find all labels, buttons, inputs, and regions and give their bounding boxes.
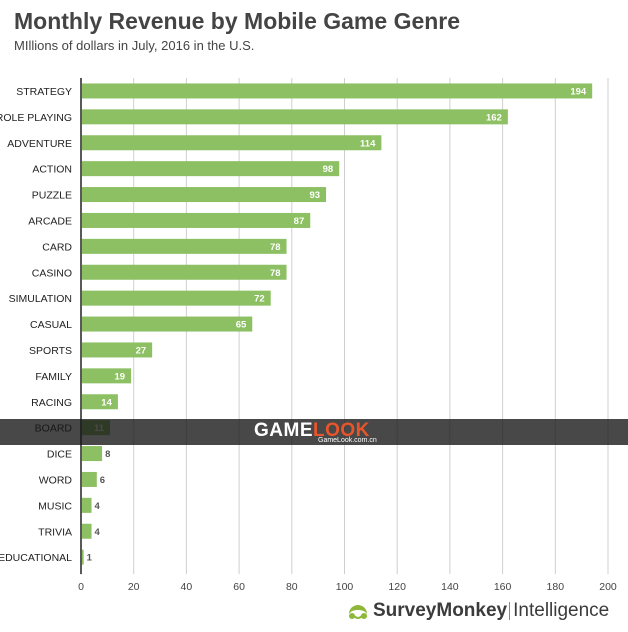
category-label: RACING [31, 397, 72, 409]
category-label: WORD [39, 474, 73, 486]
footer-product-name: Intelligence [513, 600, 610, 621]
bar-dice [82, 446, 103, 462]
value-label: 78 [270, 242, 281, 253]
value-label: 78 [270, 268, 281, 279]
bar-family [82, 368, 132, 384]
value-label: 8 [105, 449, 110, 460]
x-tick-label: 140 [441, 581, 459, 593]
x-tick-label: 80 [286, 581, 298, 593]
value-label: 6 [100, 475, 105, 486]
value-label: 4 [95, 501, 101, 512]
category-label: CASUAL [30, 319, 72, 331]
category-label: ARCADE [28, 215, 72, 227]
bar-chart: 194162114989387787872652719141186441 020… [0, 78, 617, 593]
category-label: DICE [47, 449, 72, 461]
value-label: 114 [360, 138, 376, 149]
value-label: 162 [486, 112, 502, 123]
category-label: TRIVIA [38, 526, 72, 538]
bar-action [82, 161, 340, 177]
x-tick-label: 60 [233, 581, 245, 593]
bar-educational [82, 549, 84, 565]
category-label: FAMILY [35, 371, 72, 383]
gamelook-watermark-logo: GAMELOOK [254, 420, 370, 441]
value-label: 72 [254, 294, 265, 305]
footer-brand-name: SurveyMonkey [373, 600, 508, 621]
category-label: CARD [42, 241, 72, 253]
x-tick-label: 200 [599, 581, 617, 593]
category-label: ROLE PLAYING [0, 112, 72, 124]
surveymonkey-logo: SurveyMonkey Intelligence [346, 600, 609, 622]
bar-card [82, 238, 287, 254]
bar-racing [82, 394, 118, 410]
x-tick-label: 120 [388, 581, 406, 593]
value-label: 27 [136, 345, 147, 356]
bar-strategy [82, 83, 593, 99]
value-label: 19 [114, 371, 125, 382]
bar-arcade [82, 212, 311, 228]
bar-casino [82, 264, 287, 280]
category-label: SPORTS [29, 345, 72, 357]
category-label: CASINO [32, 267, 72, 279]
category-label: ACTION [32, 164, 72, 176]
category-label: ADVENTURE [7, 138, 72, 150]
value-label: 98 [323, 164, 334, 175]
x-tick-label: 40 [181, 581, 193, 593]
watermark-banner [0, 419, 628, 445]
x-tick-label: 100 [336, 581, 354, 593]
chart-title: Monthly Revenue by Mobile Game Genre [14, 8, 461, 34]
bar-casual [82, 316, 253, 332]
category-label: EDUCATIONAL [0, 552, 72, 564]
bar-simulation [82, 290, 271, 306]
x-tick-label: 160 [494, 581, 512, 593]
axes: 0 20 40 60 80 100 120 140 160 180 200 STRATEGY ROLE … [0, 78, 617, 593]
x-tick-label: 180 [547, 581, 565, 593]
surveymonkey-logo-icon [349, 605, 367, 619]
bar-sports [82, 342, 153, 358]
footer-separator [509, 602, 511, 620]
bar-puzzle [82, 187, 327, 203]
category-label: STRATEGY [16, 86, 72, 98]
category-label: PUZZLE [32, 190, 72, 202]
gamelook-watermark-url: GameLook.com.cn [318, 437, 377, 444]
bar-trivia [82, 523, 92, 539]
value-label: 194 [570, 86, 587, 97]
bar-role-playing [82, 109, 508, 125]
bar-music [82, 497, 92, 513]
bar-adventure [82, 135, 382, 151]
value-label: 87 [294, 216, 305, 227]
x-tick-label: 20 [128, 581, 140, 593]
chart-subtitle: MIllions of dollars in July, 2016 in the… [14, 38, 255, 53]
value-label: 14 [101, 397, 112, 408]
value-label: 93 [309, 190, 320, 201]
category-label: MUSIC [38, 500, 72, 512]
value-label: 65 [236, 320, 247, 331]
x-tick-label: 0 [78, 581, 84, 593]
category-label: SIMULATION [9, 293, 72, 305]
bars: 194162114989387787872652719141186441 [82, 83, 593, 565]
bar-word [82, 471, 97, 487]
value-label: 1 [87, 553, 93, 564]
value-label: 4 [95, 527, 101, 538]
